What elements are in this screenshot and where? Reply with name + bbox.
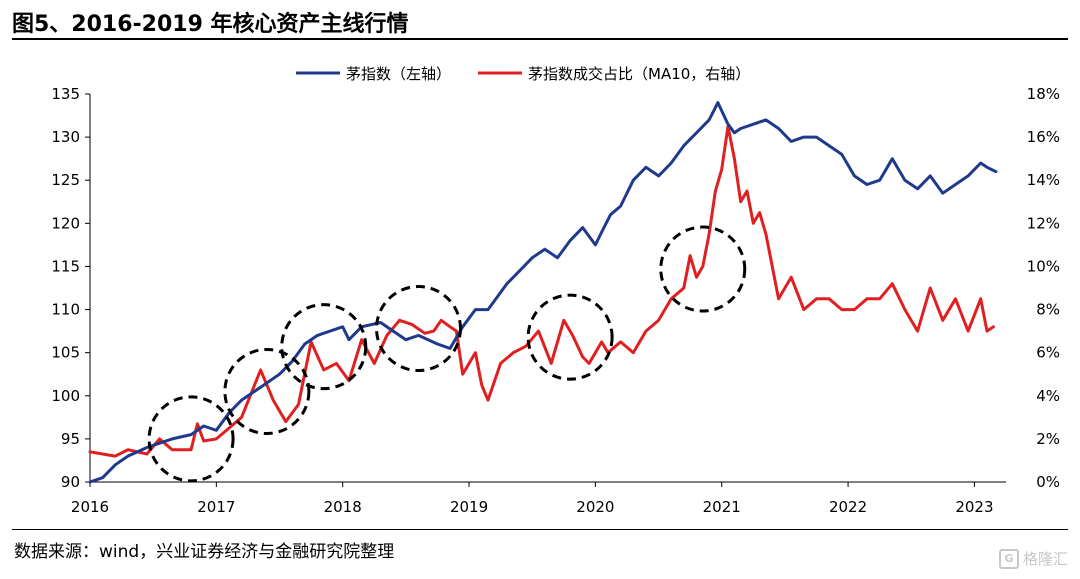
x-tick-label: 2016 [71, 498, 109, 516]
highlight-circle [147, 395, 235, 483]
y-right-tick-label: 8% [1036, 301, 1060, 319]
y-right-tick-label: 12% [1027, 214, 1060, 232]
highlight-circle [374, 285, 462, 373]
series-group [88, 101, 998, 484]
y-left-tick-label: 135 [51, 85, 80, 103]
x-tick-label: 2019 [450, 498, 488, 516]
footer-rule [12, 529, 1068, 530]
legend-label-right: 茅指数成交占比（MA10，右轴） [528, 65, 750, 83]
watermark-text: 格隆汇 [1022, 550, 1068, 568]
y-left-tick-label: 90 [61, 473, 80, 491]
y-left-tick-label: 115 [51, 257, 80, 275]
y-left-tick-label: 105 [51, 344, 80, 362]
source-note: 数据来源：wind，兴业证券经济与金融研究院整理 [14, 542, 395, 562]
x-tick-label: 2022 [829, 498, 867, 516]
watermark-logo-icon: G [998, 548, 1019, 569]
line-chart: 茅指数（左轴） 茅指数成交占比（MA10，右轴） 90 95 100 105 110 11… [51, 65, 1060, 516]
y-right-tick-label: 0% [1036, 473, 1060, 491]
watermark: G 格隆汇 [998, 548, 1068, 569]
series-line-turnover-share [88, 124, 995, 458]
x-tick-label: 2021 [703, 498, 741, 516]
annotation-group [147, 225, 747, 483]
x-tick-label: 2020 [576, 498, 614, 516]
y-left-tick-label: 125 [51, 171, 80, 189]
y-right-tick-label: 2% [1036, 430, 1060, 448]
y-right-tick-label: 10% [1027, 257, 1060, 275]
y-right-tick-label: 16% [1027, 128, 1060, 146]
highlight-circle [526, 293, 614, 381]
y-left-tick-label: 120 [51, 214, 80, 232]
legend: 茅指数（左轴） 茅指数成交占比（MA10，右轴） [296, 65, 750, 83]
y-right-tick-label: 18% [1027, 85, 1060, 103]
legend-label-left: 茅指数（左轴） [346, 65, 451, 83]
highlight-circle [280, 303, 368, 391]
highlight-circle [223, 347, 311, 435]
chart-title: 图5、2016-2019 年核心资产主线行情 [12, 12, 409, 37]
highlight-circle [659, 225, 747, 313]
x-tick-label: 2017 [197, 498, 235, 516]
y-right-tick-label: 6% [1036, 344, 1060, 362]
x-tick-label: 2018 [324, 498, 362, 516]
title-rule [12, 38, 1068, 40]
series-line-mao-index [88, 101, 998, 484]
y-left-tick-label: 100 [51, 387, 80, 405]
axes: 90 95 100 105 110 115 120 125 130 135 0% 2% 4% 6% 8% 10… [51, 85, 1060, 516]
x-tick-label: 2023 [955, 498, 993, 516]
y-left-tick-label: 110 [51, 301, 80, 319]
y-right-tick-label: 14% [1027, 171, 1060, 189]
y-left-tick-label: 95 [61, 430, 80, 448]
y-right-tick-label: 4% [1036, 387, 1060, 405]
y-left-tick-label: 130 [51, 128, 80, 146]
